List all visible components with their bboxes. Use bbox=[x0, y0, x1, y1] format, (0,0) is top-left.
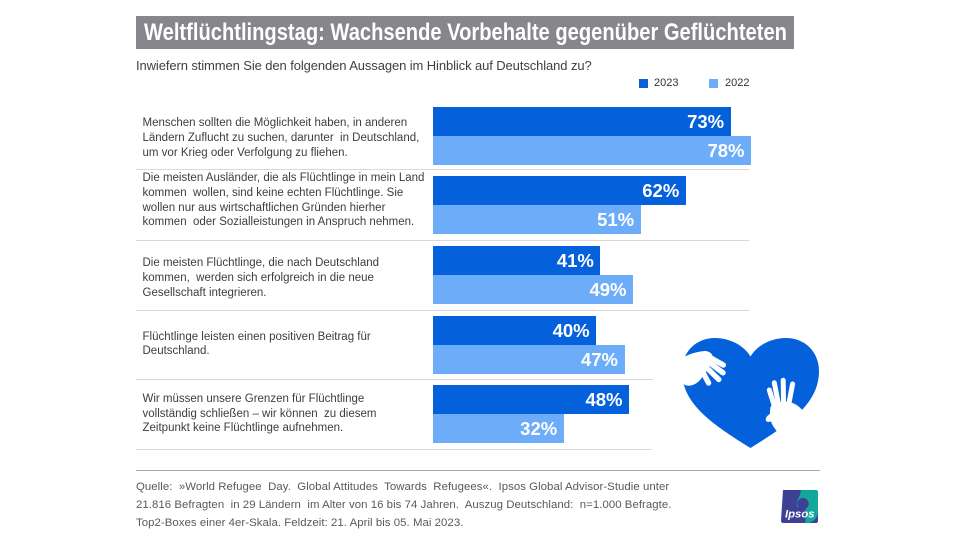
svg-text:Ipsos: Ipsos bbox=[785, 509, 815, 521]
